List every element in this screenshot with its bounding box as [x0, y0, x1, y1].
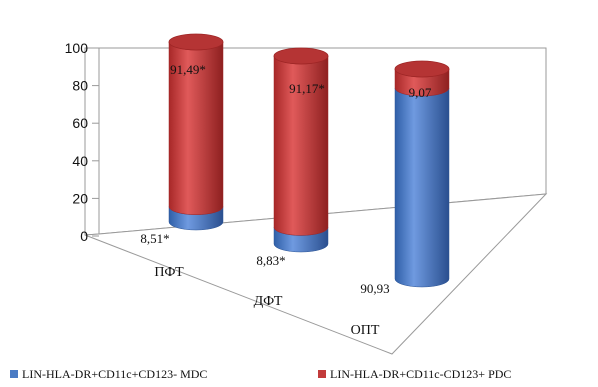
bar-top-cap	[168, 33, 224, 51]
data-label: 9,07	[409, 85, 432, 100]
category-labels: ПФТ ДФТ ОПТ	[154, 265, 380, 338]
data-label: 91,17*	[289, 81, 325, 96]
data-label: 8,83*	[256, 253, 285, 268]
y-tick-label: 100	[65, 40, 89, 56]
data-label: 8,51*	[140, 231, 169, 246]
y-tick-label: 20	[72, 190, 88, 206]
category-label: ОПТ	[351, 323, 380, 338]
y-tick-label: 40	[72, 153, 88, 169]
legend-swatch	[10, 370, 18, 378]
legend-label: LIN-HLA-DR+CD11c+CD123- MDC	[22, 367, 207, 381]
y-tick-label: 80	[72, 78, 88, 94]
legend-item: LIN-HLA-DR+CD11c+CD123- MDC	[10, 367, 207, 381]
left-wall	[84, 47, 100, 236]
y-tick-label: 0	[80, 228, 88, 244]
legend-item: LIN-HLA-DR+CD11c-CD123+ PDC	[318, 367, 511, 381]
bar-segment	[394, 88, 450, 288]
legend-swatch	[318, 370, 326, 378]
y-tick-label: 60	[72, 115, 88, 131]
category-label: ДФТ	[254, 294, 283, 309]
bars: 8,51* 91,49* 8,83* 91,17* 90,93 9,07	[140, 33, 450, 296]
data-label: 91,49*	[170, 62, 206, 77]
cylinder-2: 8,83* 91,17*	[256, 47, 329, 268]
bar-top-cap	[394, 60, 450, 78]
data-label: 90,93	[360, 281, 389, 296]
legend: LIN-HLA-DR+CD11c+CD123- MDC LIN-HLA-DR+CD…	[10, 367, 511, 381]
category-label: ПФТ	[154, 265, 184, 280]
bar-top-cap	[273, 47, 329, 65]
y-axis-ticks: 0 20 40 60 80 100	[65, 40, 99, 244]
legend-label: LIN-HLA-DR+CD11c-CD123+ PDC	[330, 367, 511, 381]
cylinder-3: 90,93 9,07	[360, 60, 450, 296]
cylinder-1: 8,51* 91,49*	[140, 33, 224, 246]
